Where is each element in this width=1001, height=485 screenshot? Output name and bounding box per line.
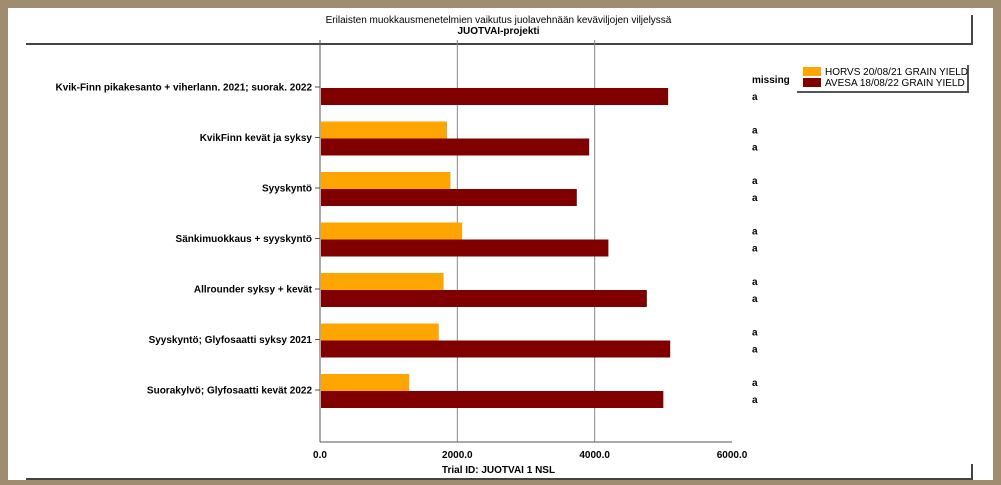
bar-avesa-4: [321, 290, 647, 307]
annotation-horvs-6: a: [752, 378, 758, 389]
chart-legend: HORVS 20/08/21 GRAIN YIELD AVESA 18/08/2…: [797, 65, 969, 93]
x-tick-label-2: 4000.0: [579, 450, 610, 461]
bar-horvs-4: [321, 273, 444, 290]
annotation-avesa-6: a: [752, 395, 758, 406]
annotation-avesa-2: a: [752, 193, 758, 204]
x-axis-label: Trial ID: JUOTVAI 1 NSL: [26, 464, 973, 478]
x-tick-label-3: 6000.0: [717, 450, 748, 461]
bar-avesa-0: [321, 88, 669, 105]
chart-panel: Erilaisten muokkausmenetelmien vaikutus …: [8, 8, 993, 480]
annotation-horvs-4: a: [752, 277, 758, 288]
bar-horvs-6: [321, 374, 410, 391]
bar-horvs-5: [321, 323, 439, 341]
annotation-avesa-1: a: [752, 143, 758, 154]
annotation-avesa-4: a: [752, 294, 758, 305]
category-label-5: Syyskyntö; Glyfosaatti syksy 2021: [149, 335, 313, 346]
bar-avesa-3: [321, 239, 609, 257]
annotation-avesa-3: a: [752, 244, 758, 255]
bar-avesa-2: [321, 189, 577, 206]
legend-item-horvs: HORVS 20/08/21 GRAIN YIELD: [803, 67, 968, 78]
bar-horvs-1: [321, 121, 448, 139]
bar-horvs-2: [321, 172, 451, 189]
annotation-horvs-0: missing: [752, 75, 790, 86]
bar-avesa-1: [321, 138, 590, 156]
bar-chart: 0.0 2000.0 4000.0 6000.0 Kvik-Finn pikakesan…: [56, 40, 790, 461]
category-label-4: Allrounder syksy + kevät: [194, 285, 313, 296]
footer-divider: [26, 478, 973, 480]
legend-swatch-horvs: [803, 67, 821, 76]
legend-item-avesa: AVESA 18/08/22 GRAIN YIELD: [803, 78, 965, 89]
annotation-avesa-0: a: [752, 92, 758, 103]
annotation-horvs-2: a: [752, 176, 758, 187]
bar-avesa-5: [321, 340, 671, 358]
chart-subtitle: JUOTVAI-projekti: [457, 26, 540, 37]
category-label-6: Suorakylvö; Glyfosaatti kevät 2022: [147, 386, 313, 397]
chart-title-box: Erilaisten muokkausmenetelmien vaikutus …: [26, 15, 973, 45]
category-label-0: Kvik-Finn pikakesanto + viherlann. 2021;…: [56, 83, 313, 94]
chart-title: Erilaisten muokkausmenetelmien vaikutus …: [325, 15, 672, 26]
legend-label-avesa: AVESA 18/08/22 GRAIN YIELD: [825, 78, 965, 89]
annotation-horvs-3: a: [752, 227, 758, 238]
category-label-1: KvikFinn kevät ja syksy: [200, 133, 313, 144]
bar-avesa-6: [321, 391, 664, 408]
annotation-horvs-5: a: [752, 328, 758, 339]
category-label-3: Sänkimuokkaus + syyskyntö: [176, 234, 312, 245]
x-tick-label-0: 0.0: [313, 450, 327, 461]
annotation-avesa-5: a: [752, 345, 758, 356]
category-label-2: Syyskyntö: [262, 184, 312, 195]
legend-swatch-avesa: [803, 78, 821, 87]
legend-label-horvs: HORVS 20/08/21 GRAIN YIELD: [825, 67, 969, 78]
annotation-horvs-1: a: [752, 126, 758, 137]
x-tick-label-1: 2000.0: [442, 450, 473, 461]
bar-horvs-3: [321, 222, 463, 240]
